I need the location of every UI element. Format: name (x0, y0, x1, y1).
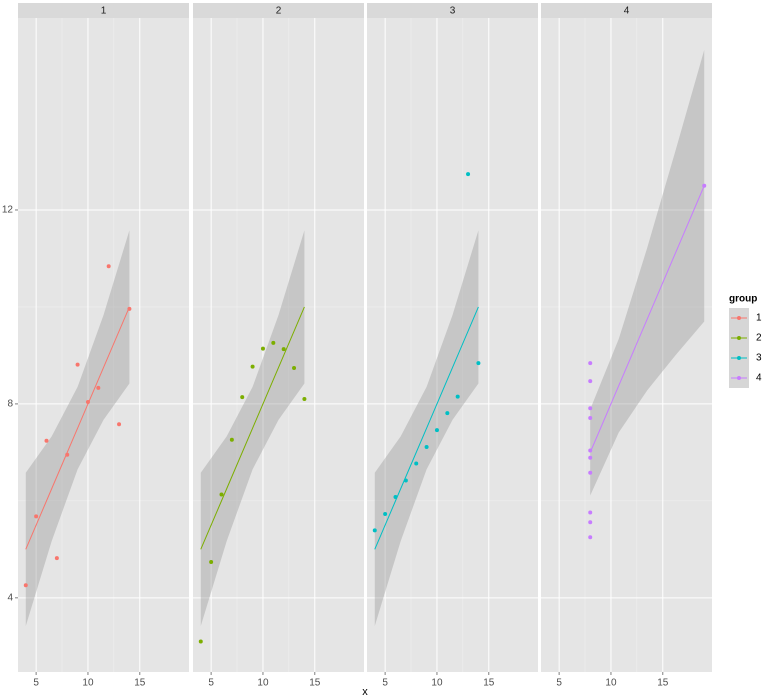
legend-point (737, 356, 741, 360)
strip-label: 3 (450, 6, 456, 17)
point (65, 452, 70, 457)
fit-line (25, 306, 130, 550)
point (383, 511, 388, 516)
panel (541, 18, 712, 672)
x-tick-label: 15 (483, 678, 495, 689)
point (372, 528, 377, 533)
confidence-band (590, 49, 705, 496)
point (403, 478, 408, 483)
point (424, 445, 429, 450)
point (240, 395, 245, 400)
point (54, 556, 59, 561)
point (219, 492, 224, 497)
legend-point (737, 376, 741, 380)
point (588, 520, 593, 525)
x-tick-label: 15 (657, 678, 669, 689)
y-tick-label: 4 (7, 592, 13, 603)
point (292, 366, 297, 371)
point (106, 264, 111, 269)
x-tick-label: 10 (605, 678, 617, 689)
point (588, 535, 593, 540)
point (393, 494, 398, 499)
point (588, 455, 593, 460)
legend-label: 1 (756, 313, 762, 324)
x-tick-label: 5 (382, 678, 388, 689)
panel (367, 18, 538, 672)
point (588, 448, 593, 453)
x-tick-label: 10 (82, 678, 94, 689)
point (75, 362, 80, 367)
panel (193, 18, 364, 672)
legend-label: 2 (756, 333, 762, 344)
panel (18, 18, 189, 672)
x-axis-title: x (362, 686, 368, 697)
point (23, 583, 28, 588)
x-tick-label: 5 (208, 678, 214, 689)
y-tick-label: 8 (7, 399, 13, 410)
strip-label: 1 (101, 6, 107, 17)
strip-label: 4 (624, 6, 630, 17)
point (702, 183, 707, 188)
strip-label: 2 (276, 6, 282, 17)
point (588, 415, 593, 420)
y-tick-label: 12 (2, 205, 14, 216)
point (127, 306, 132, 311)
x-tick-label: 5 (33, 678, 39, 689)
point (588, 379, 593, 384)
point (588, 406, 593, 411)
point (476, 361, 481, 366)
point (588, 470, 593, 475)
fit-line (200, 306, 305, 550)
point (260, 346, 265, 351)
strip (18, 3, 189, 18)
point (85, 399, 90, 404)
point (434, 428, 439, 433)
point (271, 340, 276, 345)
point (414, 461, 419, 466)
legend-title: group (729, 294, 757, 305)
legend-point (737, 336, 741, 340)
point (96, 385, 101, 390)
point (250, 364, 255, 369)
legend-label: 3 (756, 353, 762, 364)
point (44, 438, 49, 443)
fit-line (589, 185, 705, 453)
legend-point (737, 316, 741, 320)
x-tick-label: 5 (556, 678, 562, 689)
strip (367, 3, 538, 18)
point (198, 639, 203, 644)
point (455, 394, 460, 399)
point (281, 347, 286, 352)
x-tick-label: 10 (431, 678, 443, 689)
point (34, 514, 39, 519)
point (466, 172, 471, 177)
fit-line (374, 306, 479, 550)
point (302, 397, 307, 402)
strip (541, 3, 712, 18)
point (588, 510, 593, 515)
x-tick-label: 10 (257, 678, 269, 689)
point (445, 411, 450, 416)
point (117, 422, 122, 427)
x-tick-label: 15 (134, 678, 146, 689)
x-tick-label: 15 (309, 678, 321, 689)
point (209, 559, 214, 564)
strip (193, 3, 364, 18)
legend-label: 4 (756, 373, 762, 384)
point (588, 361, 593, 366)
point (229, 437, 234, 442)
